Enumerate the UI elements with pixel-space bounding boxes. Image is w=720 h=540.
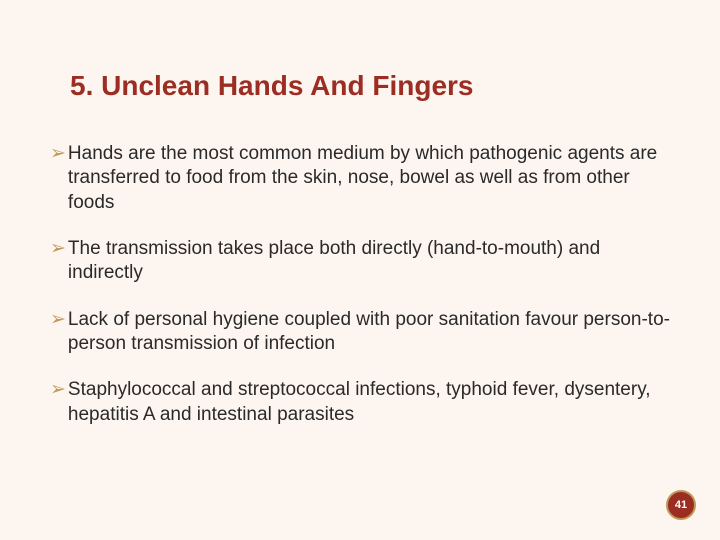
slide-container: 5. Unclean Hands And Fingers ➢ Hands are… [0, 0, 720, 489]
bullet-text: Lack of personal hygiene coupled with po… [68, 308, 670, 357]
bullet-text: Hands are the most common medium by whic… [68, 142, 670, 215]
bullet-marker-icon: ➢ [50, 142, 66, 166]
page-number-badge: 41 [666, 490, 696, 520]
bullet-text: The transmission takes place both direct… [68, 237, 670, 286]
bullet-item: ➢ Lack of personal hygiene coupled with … [50, 308, 670, 357]
bullet-marker-icon: ➢ [50, 237, 66, 261]
bullet-text: Staphylococcal and streptococcal infecti… [68, 378, 670, 427]
page-number: 41 [675, 499, 687, 511]
bullet-item: ➢ Staphylococcal and streptococcal infec… [50, 378, 670, 427]
bullet-marker-icon: ➢ [50, 378, 66, 402]
bullet-item: ➢ Hands are the most common medium by wh… [50, 142, 670, 215]
bullet-marker-icon: ➢ [50, 308, 66, 332]
bullet-item: ➢ The transmission takes place both dire… [50, 237, 670, 286]
slide-title: 5. Unclean Hands And Fingers [70, 70, 670, 102]
